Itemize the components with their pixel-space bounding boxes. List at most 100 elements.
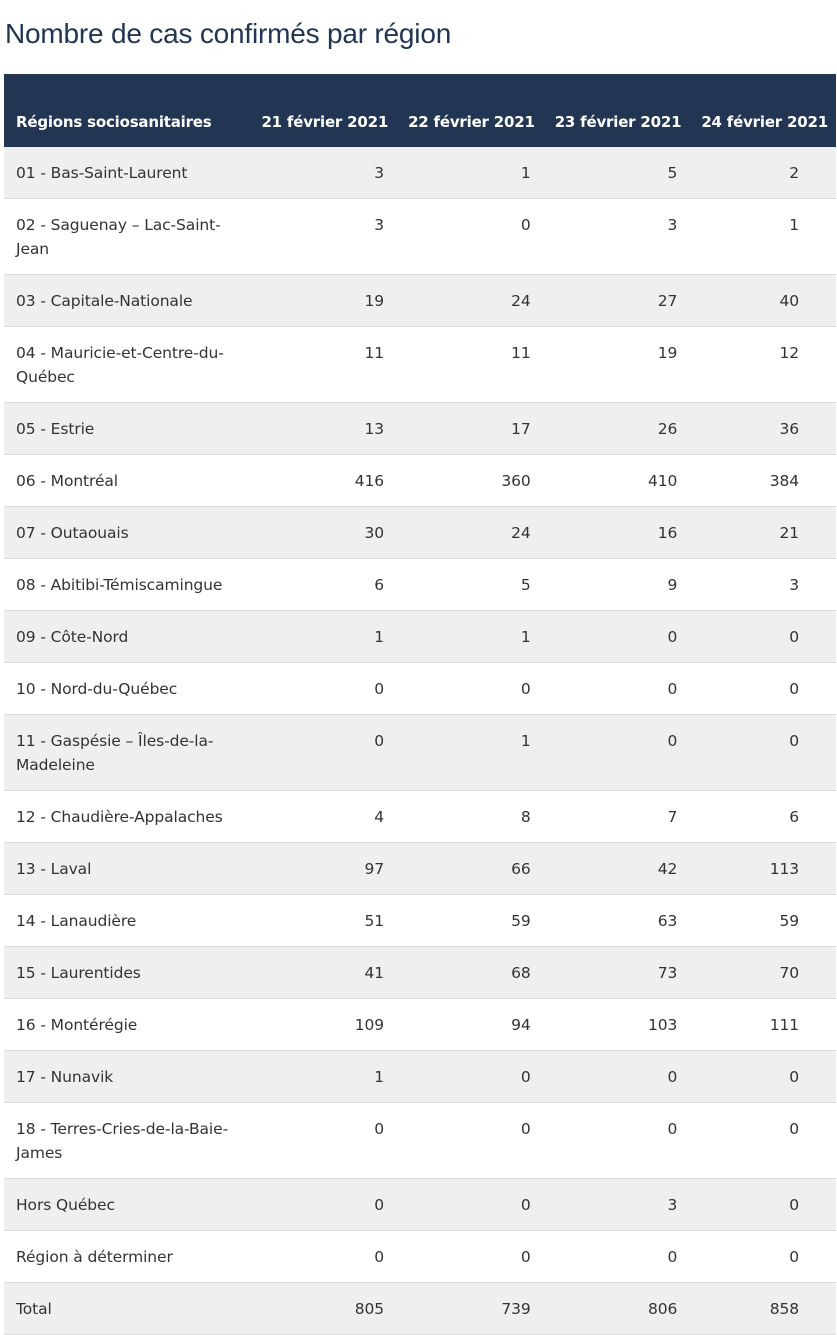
case-count-cell: 94 (396, 998, 543, 1051)
case-count-cell: 0 (249, 662, 397, 715)
case-count-cell: 0 (542, 1050, 690, 1103)
case-count-cell: 9 (542, 558, 690, 611)
case-count-cell: 19 (542, 326, 690, 403)
case-count-cell: 5 (542, 147, 690, 199)
case-count-cell: 0 (542, 1230, 690, 1283)
case-count-cell: 3 (249, 198, 397, 275)
case-count-cell: 97 (249, 842, 397, 895)
region-name-cell: 16 - Montérégie (4, 998, 250, 1051)
case-count-cell: 360 (396, 454, 543, 507)
case-count-cell: 0 (396, 1102, 543, 1179)
case-count-cell: 0 (249, 1178, 397, 1231)
case-count-cell: 17 (396, 402, 543, 455)
case-count-cell: 1 (249, 1050, 397, 1103)
table-row: Région à déterminer 0 0 0 0 (4, 1230, 836, 1283)
case-count-cell: 3 (542, 198, 690, 275)
table-row: 08 - Abitibi-Témiscamingue 6 5 9 3 (4, 558, 836, 611)
case-count-cell: 5 (396, 558, 543, 611)
table-row: 11 - Gaspésie – Îles-de-la-Madeleine 0 1 0 0 (4, 714, 836, 791)
case-count-cell: 0 (689, 662, 836, 715)
region-name-cell: 01 - Bas-Saint-Laurent (4, 147, 250, 199)
column-header-date-2: 22 février 2021 (396, 74, 543, 147)
column-header-region: Régions sociosanitaires (4, 74, 250, 147)
table-body: 01 - Bas-Saint-Laurent 3 1 5 2 02 - Saguenay … (4, 147, 836, 1335)
case-count-cell: 11 (249, 326, 397, 403)
case-count-cell: 4 (249, 790, 397, 843)
case-count-cell: 70 (689, 946, 836, 999)
region-name-cell: 08 - Abitibi-Témiscamingue (4, 558, 250, 611)
case-count-cell: 3 (689, 558, 836, 611)
table-row: 05 - Estrie 13 17 26 36 (4, 402, 836, 455)
region-name-cell: 05 - Estrie (4, 402, 250, 455)
region-name-cell: 02 - Saguenay – Lac-Saint-Jean (4, 198, 250, 275)
case-count-cell: 806 (542, 1282, 690, 1335)
case-count-cell: 3 (542, 1178, 690, 1231)
case-count-cell: 3 (249, 147, 397, 199)
case-count-cell: 416 (249, 454, 397, 507)
region-name-cell: 12 - Chaudière-Appalaches (4, 790, 250, 843)
case-count-cell: 36 (689, 402, 836, 455)
table-row: 16 - Montérégie 109 94 103 111 (4, 998, 836, 1051)
page-title: Nombre de cas confirmés par région (5, 18, 452, 49)
case-count-cell: 0 (689, 1102, 836, 1179)
table-row: 07 - Outaouais 30 24 16 21 (4, 506, 836, 559)
table-row: 15 - Laurentides 41 68 73 70 (4, 946, 836, 999)
case-count-cell: 6 (689, 790, 836, 843)
region-name-cell: 07 - Outaouais (4, 506, 250, 559)
table-row: 10 - Nord-du-Québec 0 0 0 0 (4, 662, 836, 715)
column-header-date-4: 24 février 2021 (689, 74, 836, 147)
case-count-cell: 0 (689, 610, 836, 663)
table-row: 12 - Chaudière-Appalaches 4 8 7 6 (4, 790, 836, 843)
case-count-cell: 0 (542, 714, 690, 791)
region-name-cell: 10 - Nord-du-Québec (4, 662, 250, 715)
table-row: Hors Québec 0 0 3 0 (4, 1178, 836, 1231)
region-name-cell: 18 - Terres-Cries-de-la-Baie-James (4, 1102, 250, 1179)
case-count-cell: 739 (396, 1282, 543, 1335)
region-name-cell: 13 - Laval (4, 842, 250, 895)
case-count-cell: 63 (542, 894, 690, 947)
region-name-cell: Total (4, 1282, 250, 1335)
case-count-cell: 1 (249, 610, 397, 663)
case-count-cell: 0 (542, 610, 690, 663)
case-count-cell: 111 (689, 998, 836, 1051)
table-row: 01 - Bas-Saint-Laurent 3 1 5 2 (4, 147, 836, 199)
region-name-cell: 15 - Laurentides (4, 946, 250, 999)
table-row: 13 - Laval 97 66 42 113 (4, 842, 836, 895)
region-name-cell: 09 - Côte-Nord (4, 610, 250, 663)
case-count-cell: 1 (689, 198, 836, 275)
case-count-cell: 0 (396, 662, 543, 715)
region-name-cell: 17 - Nunavik (4, 1050, 250, 1103)
case-count-cell: 7 (542, 790, 690, 843)
region-name-cell: 14 - Lanaudière (4, 894, 250, 947)
table-header: Régions sociosanitaires 21 février 2021 … (4, 74, 836, 147)
case-count-cell: 40 (689, 274, 836, 327)
case-count-cell: 2 (689, 147, 836, 199)
case-count-cell: 24 (396, 274, 543, 327)
total-row: Total 805 739 806 858 (4, 1282, 836, 1335)
region-name-cell: Hors Québec (4, 1178, 250, 1231)
case-count-cell: 410 (542, 454, 690, 507)
case-count-cell: 0 (396, 1050, 543, 1103)
case-count-cell: 384 (689, 454, 836, 507)
case-count-cell: 30 (249, 506, 397, 559)
table-row: 18 - Terres-Cries-de-la-Baie-James 0 0 0 0 (4, 1102, 836, 1179)
case-count-cell: 11 (396, 326, 543, 403)
case-count-cell: 113 (689, 842, 836, 895)
case-count-cell: 0 (396, 1178, 543, 1231)
case-count-cell: 59 (689, 894, 836, 947)
case-count-cell: 6 (249, 558, 397, 611)
case-count-cell: 41 (249, 946, 397, 999)
case-count-cell: 0 (396, 198, 543, 275)
case-count-cell: 0 (689, 714, 836, 791)
region-name-cell: 11 - Gaspésie – Îles-de-la-Madeleine (4, 714, 250, 791)
table-row: 17 - Nunavik 1 0 0 0 (4, 1050, 836, 1103)
case-count-cell: 26 (542, 402, 690, 455)
case-count-cell: 13 (249, 402, 397, 455)
table-row: 04 - Mauricie-et-Centre-du-Québec 11 11 19 1… (4, 326, 836, 403)
cases-by-region-table: Régions sociosanitaires 21 février 2021 … (4, 74, 836, 1335)
case-count-cell: 0 (396, 1230, 543, 1283)
table-row: 06 - Montréal 416 360 410 384 (4, 454, 836, 507)
case-count-cell: 73 (542, 946, 690, 999)
case-count-cell: 8 (396, 790, 543, 843)
case-count-cell: 42 (542, 842, 690, 895)
